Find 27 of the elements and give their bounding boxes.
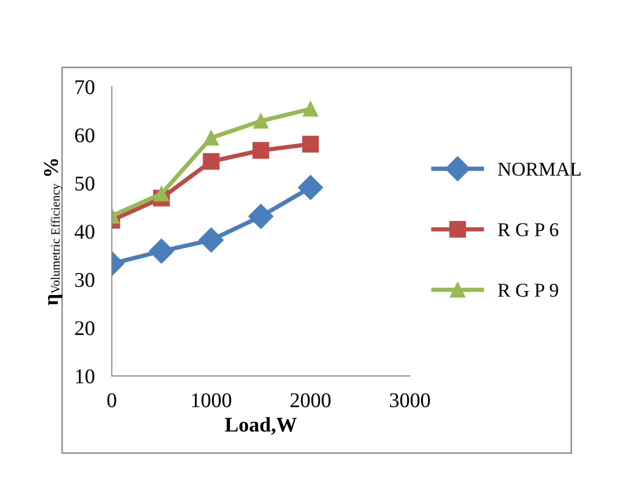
point bbox=[204, 130, 219, 146]
y-axis-title: ηVolumetric Efficiency % bbox=[44, 159, 62, 306]
y-tick-label: 10 bbox=[76, 369, 94, 384]
point bbox=[302, 136, 319, 152]
y-tick-label: 70 bbox=[76, 80, 94, 94]
y-tick-label: 50 bbox=[75, 176, 94, 191]
point bbox=[198, 228, 224, 253]
point bbox=[202, 153, 220, 170]
point bbox=[252, 142, 270, 159]
legend-label: R G P 6 bbox=[498, 223, 558, 236]
point bbox=[298, 175, 323, 200]
x-axis-title: Load,W bbox=[224, 417, 297, 435]
x-tick-label: 0 bbox=[107, 393, 116, 408]
point bbox=[154, 186, 170, 202]
legend-label: NORMAL bbox=[498, 162, 581, 176]
x-tick-label: 3000 bbox=[390, 393, 430, 408]
y-tick-label: 60 bbox=[75, 128, 94, 142]
point bbox=[248, 204, 274, 229]
point bbox=[148, 238, 174, 264]
legend-label: R G P 9 bbox=[498, 284, 558, 297]
x-tick-label: 2000 bbox=[290, 393, 331, 408]
y-tick-label: 30 bbox=[75, 272, 94, 287]
point bbox=[302, 101, 318, 117]
y-tick-label: 40 bbox=[74, 224, 94, 239]
y-tick-label: 20 bbox=[75, 321, 94, 336]
point bbox=[253, 113, 268, 129]
x-tick-label: 1000 bbox=[192, 393, 232, 408]
